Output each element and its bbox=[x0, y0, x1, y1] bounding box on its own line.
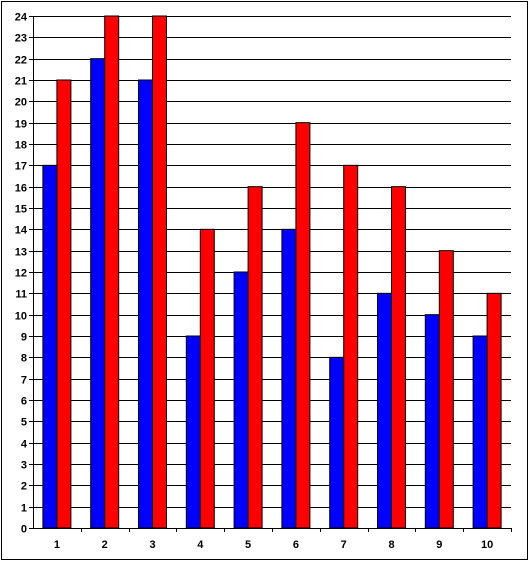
y-tick-label: 8 bbox=[21, 353, 27, 365]
y-tick-label: 21 bbox=[15, 76, 27, 88]
y-tick-label: 20 bbox=[15, 97, 27, 109]
x-tick-label: 6 bbox=[293, 539, 299, 551]
bar-series-2-cat-9 bbox=[438, 250, 454, 529]
bar-series-1-cat-6 bbox=[281, 228, 297, 529]
y-tick-label: 4 bbox=[21, 439, 28, 451]
bar-series-2-cat-7 bbox=[343, 164, 359, 529]
bar-series-1-cat-7 bbox=[329, 356, 345, 529]
x-tick-label: 9 bbox=[436, 539, 442, 551]
bar-series-2-cat-10 bbox=[486, 292, 502, 529]
y-tick-label: 13 bbox=[15, 247, 27, 259]
y-tick-label: 23 bbox=[15, 33, 27, 45]
bar-series-2-cat-2 bbox=[104, 15, 120, 529]
y-tick-label: 2 bbox=[21, 481, 27, 493]
x-tick-label: 5 bbox=[245, 539, 251, 551]
bar-series-1-cat-3 bbox=[138, 79, 153, 529]
x-tick-label: 1 bbox=[54, 539, 60, 551]
bar-series-2-cat-4 bbox=[199, 228, 215, 529]
y-tick-label: 10 bbox=[15, 311, 27, 323]
y-tick-label: 12 bbox=[15, 268, 27, 280]
y-tick-label: 5 bbox=[21, 417, 27, 429]
y-tick-label: 19 bbox=[15, 119, 27, 131]
y-tick-label: 9 bbox=[21, 332, 27, 344]
bar-series-1-cat-9 bbox=[424, 314, 440, 529]
bars bbox=[42, 15, 502, 529]
y-tick-label: 18 bbox=[15, 140, 27, 152]
x-tick-labels: 1 2 3 4 5 6 7 8 9 10 bbox=[54, 539, 493, 551]
x-tick-label: 3 bbox=[149, 539, 155, 551]
x-tick-label: 10 bbox=[481, 539, 493, 551]
axes bbox=[29, 16, 512, 532]
y-tick-label: 0 bbox=[21, 524, 27, 536]
bar-series-1-cat-10 bbox=[472, 335, 488, 529]
y-tick-label: 6 bbox=[21, 396, 27, 408]
y-tick-label: 17 bbox=[15, 161, 27, 173]
y-tick-label: 14 bbox=[15, 225, 28, 237]
x-tick-label: 8 bbox=[388, 539, 394, 551]
y-tick-label: 16 bbox=[15, 183, 27, 195]
bar-series-2-cat-3 bbox=[152, 15, 167, 529]
y-tick-label: 11 bbox=[15, 289, 27, 301]
y-tick-label: 1 bbox=[21, 503, 27, 515]
bar-series-1-cat-2 bbox=[90, 58, 106, 529]
bar-series-2-cat-1 bbox=[56, 79, 72, 529]
bar-series-1-cat-4 bbox=[185, 335, 201, 529]
bar-series-1-cat-1 bbox=[42, 164, 58, 529]
y-tick-label: 22 bbox=[15, 55, 27, 67]
bar-series-1-cat-5 bbox=[233, 271, 249, 529]
bar-series-2-cat-8 bbox=[391, 186, 406, 529]
y-tick-label: 15 bbox=[15, 204, 27, 216]
bar-series-1-cat-8 bbox=[377, 292, 392, 529]
y-tick-label: 3 bbox=[21, 460, 27, 472]
x-tick-label: 2 bbox=[102, 539, 108, 551]
x-tick-label: 7 bbox=[341, 539, 347, 551]
x-tick-label: 4 bbox=[197, 539, 204, 551]
y-tick-label: 24 bbox=[15, 12, 28, 24]
bar-series-2-cat-5 bbox=[247, 186, 263, 529]
bar-series-2-cat-6 bbox=[295, 122, 311, 529]
y-tick-label: 7 bbox=[21, 375, 27, 387]
